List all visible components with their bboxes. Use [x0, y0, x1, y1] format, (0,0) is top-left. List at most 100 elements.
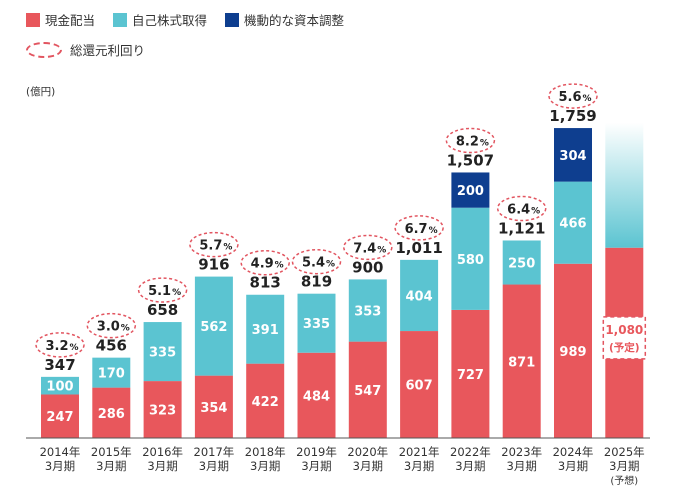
bar-label-buyback: 353	[354, 305, 381, 320]
yield-ring	[189, 231, 239, 258]
x-tick-label: 2014年	[40, 445, 81, 459]
x-tick-label: 3月期	[507, 459, 537, 473]
bar-label-buyback: 100	[46, 380, 73, 395]
bar-buyback	[41, 376, 79, 395]
yield-value: 4.9	[251, 257, 274, 272]
bar-total-label: 456	[96, 337, 127, 355]
bar-buyback	[92, 357, 131, 388]
bar-total-label: 900	[352, 258, 383, 276]
bar-total-label: 813	[250, 274, 281, 292]
bar-label-buyback: 335	[149, 346, 176, 361]
bar-label-buyback: 391	[252, 323, 279, 338]
yield-unit: %	[582, 94, 591, 104]
bar-cash	[554, 263, 592, 438]
bar-label-flexible: 200	[457, 184, 484, 199]
yield-unit: %	[326, 260, 335, 270]
bar-label-buyback: 580	[457, 253, 484, 268]
bar-cash	[246, 363, 285, 438]
bar-label-cash: 607	[406, 379, 433, 394]
bar-label-buyback: 250	[508, 257, 535, 272]
yield-ring	[548, 83, 598, 109]
bar-buyback	[297, 293, 336, 353]
bar-cash	[348, 341, 387, 438]
yield-ring	[496, 195, 547, 222]
forecast-value: 1,080	[605, 323, 643, 337]
bar-label-cash: 247	[46, 410, 73, 425]
x-tick-label: 2021年	[399, 445, 440, 459]
yield-value: 6.7	[405, 222, 428, 237]
bar-label-cash: 484	[303, 389, 330, 404]
bar-buyback	[194, 276, 233, 376]
yield-ring	[240, 249, 290, 276]
bar-label-cash: 989	[559, 345, 586, 360]
bar-buyback	[143, 322, 182, 382]
bar-total-label: 1,507	[447, 151, 494, 169]
x-tick-label: 3月期	[353, 459, 383, 473]
yield-value: 3.0	[97, 320, 120, 335]
x-tick-label: 3月期	[404, 459, 434, 473]
bar-buyback	[348, 279, 387, 342]
x-tick-label: 3月期	[147, 459, 177, 473]
yield-ring-icon	[26, 41, 62, 58]
x-tick-label: (予想)	[610, 474, 638, 487]
yield-value: 5.1	[148, 284, 171, 299]
yield-ring	[137, 277, 188, 303]
bar-total-label: 1,121	[498, 219, 545, 237]
bar-label-cash: 354	[200, 401, 227, 416]
yield-value: 5.7	[199, 239, 222, 254]
x-tick-label: 3月期	[301, 459, 331, 473]
x-tick-label: 3月期	[45, 459, 75, 473]
legend-swatch-flexible	[225, 12, 240, 27]
bar-cash	[451, 309, 490, 438]
yield-unit: %	[531, 206, 540, 216]
yield-ring	[86, 312, 137, 339]
bar-cash	[41, 394, 79, 438]
yield-unit: %	[223, 243, 232, 253]
forecast-note: (予定)	[609, 341, 640, 354]
legend-label-buyback: 自己株式取得	[132, 13, 208, 28]
yield-ring	[445, 127, 496, 154]
x-tick-label: 3月期	[250, 459, 280, 473]
bar-total-label: 1,011	[395, 239, 442, 257]
yield-ring	[291, 248, 342, 275]
yield-ring	[394, 215, 444, 241]
x-tick-label: 2016年	[142, 445, 183, 459]
legend-label-yield: 総還元利回り	[70, 43, 146, 58]
x-tick-label: 3月期	[199, 459, 229, 473]
x-tick-label: 2020年	[347, 445, 388, 459]
x-tick-label: 2023年	[501, 445, 542, 459]
yield-unit: %	[172, 288, 181, 298]
bar-buyback	[451, 207, 490, 310]
bar-label-cash: 286	[98, 407, 125, 422]
x-tick-label: 2022年	[450, 445, 491, 459]
yield-unit: %	[121, 324, 130, 334]
bar-buyback	[246, 294, 285, 364]
legend-label-cash: 現金配当	[45, 13, 96, 28]
x-tick-label: 3月期	[455, 459, 485, 473]
yield-ring	[35, 332, 85, 358]
legend-swatch-buyback	[113, 12, 128, 27]
x-tick-label: 3月期	[96, 459, 126, 473]
bar-label-cash: 871	[508, 355, 535, 370]
bar-buyback	[400, 259, 439, 332]
legend-yield: 総還元利回り	[26, 40, 145, 59]
x-tick-label: 2018年	[245, 445, 286, 459]
bar-label-cash: 727	[457, 368, 484, 383]
bar-cash	[143, 381, 182, 438]
bar-label-cash: 547	[354, 384, 381, 399]
bar-label-buyback: 466	[559, 217, 586, 232]
bar-cash	[400, 331, 439, 438]
forecast-label-box	[602, 316, 647, 360]
bar-buyback	[554, 181, 592, 264]
y-unit-label: (億円)	[26, 86, 56, 98]
legend-label-flexible: 機動的な資本調整	[244, 13, 345, 28]
x-tick-label: 2019年	[296, 445, 337, 459]
yield-unit: %	[377, 245, 386, 255]
legend-swatch-cash	[26, 12, 40, 27]
bar-label-buyback: 404	[406, 289, 433, 304]
bar-cash	[194, 375, 233, 438]
legend-item-buyback: 自己株式取得	[113, 10, 207, 29]
x-tick-label: 2025年	[604, 445, 645, 459]
yield-value: 8.2	[456, 134, 479, 149]
yield-value: 3.2	[45, 339, 68, 354]
